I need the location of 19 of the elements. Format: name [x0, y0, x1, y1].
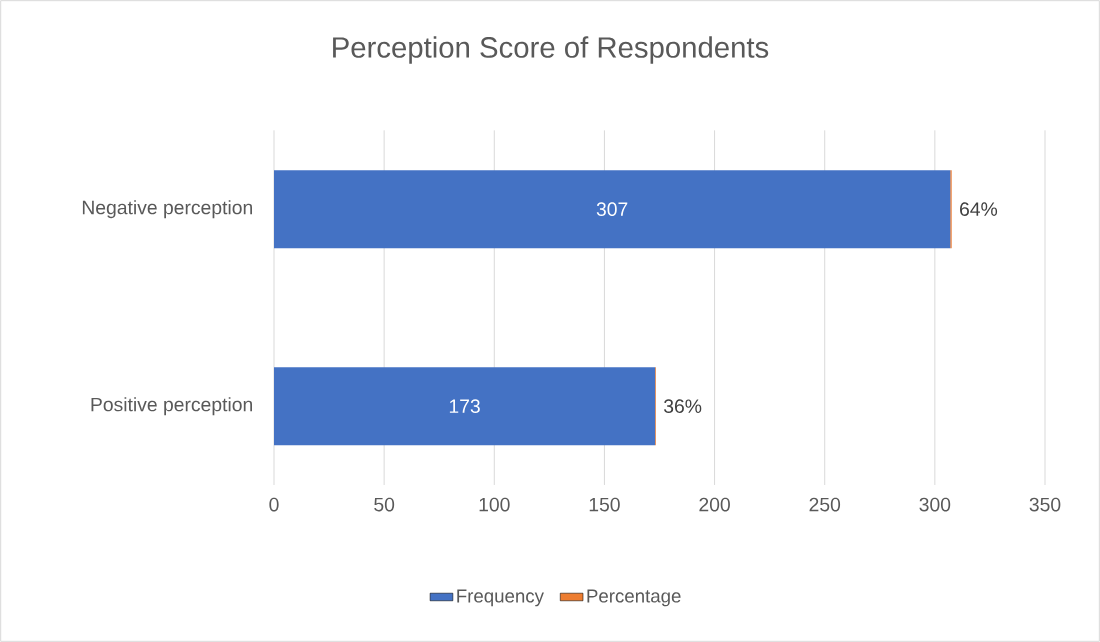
x-tick-label: 300	[919, 497, 951, 512]
data-label: 64%	[960, 202, 998, 216]
x-tick-label: 250	[809, 497, 841, 512]
x-tick-label: 50	[374, 497, 395, 512]
x-tick-label: 0	[269, 497, 279, 512]
data-label: 36%	[664, 399, 702, 414]
chart-title: Perception Score of Respondents	[333, 36, 769, 64]
legend-label: Percentage	[587, 589, 681, 607]
legend-label: Frequency	[457, 589, 544, 607]
x-tick-label: 200	[699, 497, 730, 512]
x-tick-label: 100	[479, 497, 510, 512]
bar	[274, 170, 951, 249]
x-tick-label: 150	[589, 497, 620, 512]
x-tick-label: 350	[1029, 497, 1061, 512]
data-label: 173	[449, 399, 480, 414]
data-label: 307	[596, 202, 628, 216]
y-tick-label: Positive perception	[91, 397, 252, 416]
y-tick-label: Negative perception	[82, 200, 252, 219]
bar	[274, 367, 656, 446]
